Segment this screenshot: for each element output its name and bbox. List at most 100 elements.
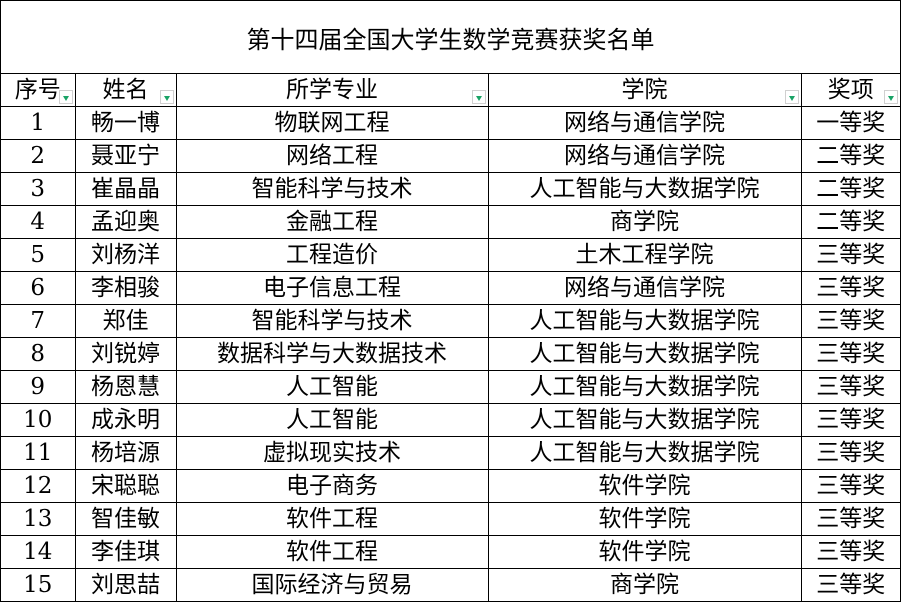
cell-index[interactable]: 7 [1,304,76,338]
cell-award[interactable]: 三等奖 [800,238,900,272]
cell-index[interactable]: 10 [1,403,76,437]
cell-name[interactable]: 畅一博 [74,106,177,140]
cell-college[interactable]: 软件学院 [487,502,802,536]
filter-dropdown-icon[interactable] [471,90,486,104]
cell-major[interactable]: 电子信息工程 [175,271,489,305]
cell-major[interactable]: 智能科学与技术 [175,304,489,338]
cell-college[interactable]: 软件学院 [487,535,802,569]
cell-college[interactable]: 人工智能与大数据学院 [487,436,802,470]
cell-name[interactable]: 宋聪聪 [74,469,177,503]
cell-name[interactable]: 成永明 [74,403,177,437]
table-row: 4 孟迎奥 金融工程 商学院 二等奖 [1,205,900,239]
cell-name[interactable]: 杨恩慧 [74,370,177,404]
cell-index[interactable]: 11 [1,436,76,470]
cell-major[interactable]: 人工智能 [175,403,489,437]
header-label: 姓名 [102,77,149,103]
cell-college[interactable]: 土木工程学院 [487,238,802,272]
cell-name[interactable]: 李相骏 [74,271,177,305]
header-cell-award[interactable]: 奖项 [800,73,900,107]
header-label: 学院 [621,77,668,103]
cell-award[interactable]: 三等奖 [800,271,900,305]
cell-major[interactable]: 人工智能 [175,370,489,404]
cell-award[interactable]: 三等奖 [800,337,900,371]
header-cell-name[interactable]: 姓名 [74,73,177,107]
filter-dropdown-icon[interactable] [884,90,898,104]
cell-major[interactable]: 工程造价 [175,238,489,272]
cell-name[interactable]: 聂亚宁 [74,139,177,173]
cell-major[interactable]: 智能科学与技术 [175,172,489,206]
table-row: 8 刘锐婷 数据科学与大数据技术 人工智能与大数据学院 三等奖 [1,337,900,371]
cell-award[interactable]: 二等奖 [800,139,900,173]
header-row: 序号 姓名 所学专业 学院 奖项 [1,73,900,107]
cell-award[interactable]: 三等奖 [800,502,900,536]
cell-index[interactable]: 2 [1,139,76,173]
cell-name[interactable]: 智佳敏 [74,502,177,536]
header-cell-index[interactable]: 序号 [1,73,76,107]
filter-dropdown-icon[interactable] [159,90,174,104]
cell-award[interactable]: 二等奖 [800,205,900,239]
cell-major[interactable]: 软件工程 [175,535,489,569]
cell-college[interactable]: 软件学院 [487,469,802,503]
cell-name[interactable]: 李佳琪 [74,535,177,569]
cell-index[interactable]: 9 [1,370,76,404]
cell-college[interactable]: 网络与通信学院 [487,139,802,173]
cell-name[interactable]: 杨培源 [74,436,177,470]
cell-index[interactable]: 1 [1,106,76,140]
cell-award[interactable]: 三等奖 [800,370,900,404]
table-row: 10 成永明 人工智能 人工智能与大数据学院 三等奖 [1,403,900,437]
cell-major[interactable]: 物联网工程 [175,106,489,140]
cell-index[interactable]: 8 [1,337,76,371]
cell-award[interactable]: 三等奖 [800,568,900,602]
cell-major[interactable]: 电子商务 [175,469,489,503]
cell-college[interactable]: 网络与通信学院 [487,106,802,140]
filter-dropdown-icon[interactable] [58,90,73,104]
cell-college[interactable]: 人工智能与大数据学院 [487,337,802,371]
cell-college[interactable]: 人工智能与大数据学院 [487,304,802,338]
cell-index[interactable]: 3 [1,172,76,206]
cell-award[interactable]: 三等奖 [800,403,900,437]
table-row: 3 崔晶晶 智能科学与技术 人工智能与大数据学院 二等奖 [1,172,900,206]
cell-major[interactable]: 国际经济与贸易 [175,568,489,602]
cell-college[interactable]: 人工智能与大数据学院 [487,403,802,437]
table-row: 11 杨培源 虚拟现实技术 人工智能与大数据学院 三等奖 [1,436,900,470]
cell-major[interactable]: 虚拟现实技术 [175,436,489,470]
cell-college[interactable]: 商学院 [487,568,802,602]
header-cell-college[interactable]: 学院 [487,73,802,107]
cell-index[interactable]: 6 [1,271,76,305]
cell-index[interactable]: 5 [1,238,76,272]
cell-award[interactable]: 三等奖 [800,535,900,569]
cell-major[interactable]: 软件工程 [175,502,489,536]
cell-major[interactable]: 金融工程 [175,205,489,239]
cell-index[interactable]: 14 [1,535,76,569]
cell-index[interactable]: 4 [1,205,76,239]
sheet-title: 第十四届全国大学生数学竞赛获奖名单 [1,1,900,74]
cell-name[interactable]: 刘思喆 [74,568,177,602]
cell-name[interactable]: 郑佳 [74,304,177,338]
award-table: 序号 姓名 所学专业 学院 奖项 1 畅一博 物联网工程 网络与通信学院 一等奖 2 聂亚宁… [1,73,900,602]
cell-award[interactable]: 三等奖 [800,469,900,503]
cell-name[interactable]: 刘杨洋 [74,238,177,272]
cell-college[interactable]: 人工智能与大数据学院 [487,172,802,206]
cell-college[interactable]: 商学院 [487,205,802,239]
cell-index[interactable]: 12 [1,469,76,503]
table-row: 13 智佳敏 软件工程 软件学院 三等奖 [1,502,900,536]
header-cell-major[interactable]: 所学专业 [175,73,489,107]
cell-name[interactable]: 刘锐婷 [74,337,177,371]
cell-award[interactable]: 二等奖 [800,172,900,206]
cell-award[interactable]: 三等奖 [800,304,900,338]
cell-index[interactable]: 13 [1,502,76,536]
filter-dropdown-icon[interactable] [784,90,799,104]
header-label: 所学专业 [286,77,378,103]
cell-college[interactable]: 网络与通信学院 [487,271,802,305]
header-label: 奖项 [827,77,874,103]
cell-award[interactable]: 一等奖 [800,106,900,140]
cell-major[interactable]: 网络工程 [175,139,489,173]
cell-name[interactable]: 崔晶晶 [74,172,177,206]
table-row: 2 聂亚宁 网络工程 网络与通信学院 二等奖 [1,139,900,173]
cell-award[interactable]: 三等奖 [800,436,900,470]
cell-college[interactable]: 人工智能与大数据学院 [487,370,802,404]
cell-major[interactable]: 数据科学与大数据技术 [175,337,489,371]
cell-name[interactable]: 孟迎奥 [74,205,177,239]
cell-index[interactable]: 15 [1,568,76,602]
